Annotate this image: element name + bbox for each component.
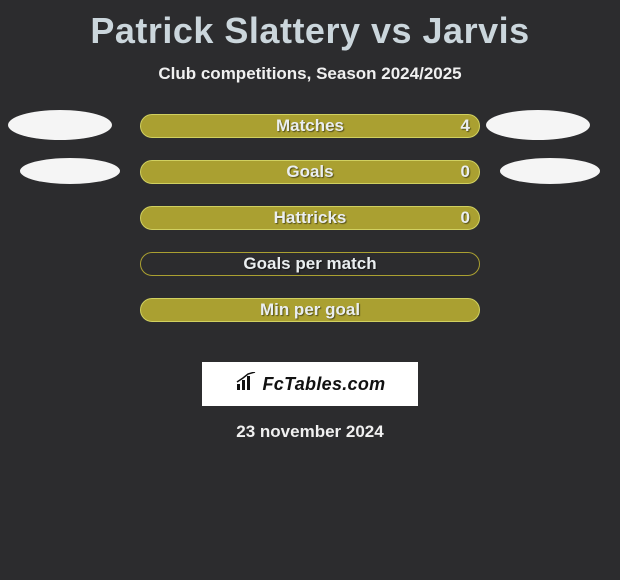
stat-row-matches: Matches 4: [0, 114, 620, 160]
source-logo-text: FcTables.com: [263, 374, 386, 395]
stat-bar: [140, 114, 480, 138]
bar-chart-icon: [235, 372, 263, 397]
stat-row-hattricks: Hattricks 0: [0, 206, 620, 252]
comparison-widget: Patrick Slattery vs Jarvis Club competit…: [0, 0, 620, 580]
stat-row-goals-per-match: Goals per match: [0, 252, 620, 298]
stat-row-min-per-goal: Min per goal: [0, 298, 620, 344]
page-subtitle: Club competitions, Season 2024/2025: [0, 64, 620, 84]
stat-bar: [140, 252, 480, 276]
stats-rows: Matches 4 Goals 0 Hattricks 0 Goals per …: [0, 114, 620, 344]
stat-bar: [140, 206, 480, 230]
stat-row-goals: Goals 0: [0, 160, 620, 206]
snapshot-date: 23 november 2024: [0, 422, 620, 442]
stat-bar: [140, 160, 480, 184]
page-title: Patrick Slattery vs Jarvis: [0, 0, 620, 52]
stat-bar: [140, 298, 480, 322]
source-logo: FcTables.com: [235, 372, 386, 397]
source-logo-box: FcTables.com: [202, 362, 418, 406]
